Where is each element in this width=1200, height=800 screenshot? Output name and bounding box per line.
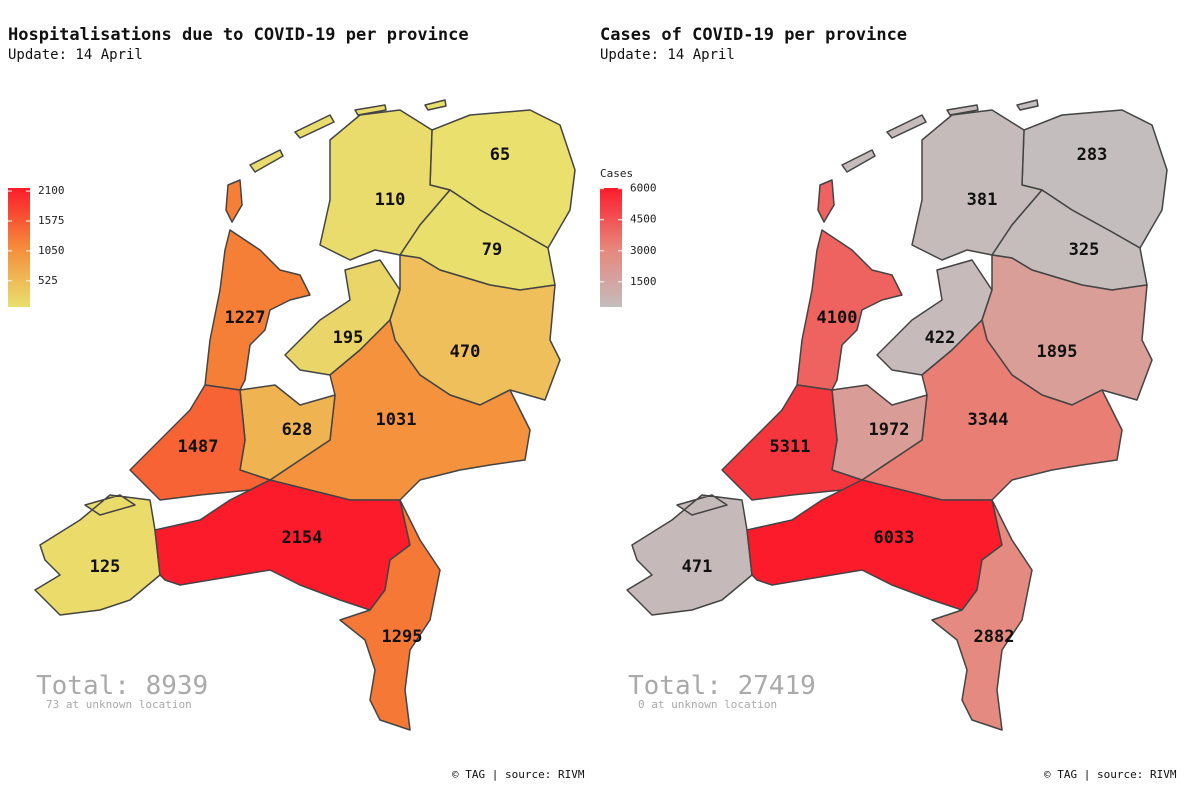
subtitle: Update: 14 April [600,47,735,63]
province-value: 1895 [1037,342,1078,362]
province-value: 1487 [178,437,219,457]
total: Total: 27419 [628,671,816,701]
color-bar [600,188,622,307]
legend-tick-label: 525 [38,274,58,287]
legend-tick-label: 2100 [38,184,65,197]
province [931,499,1033,731]
province-value: 4100 [817,308,858,328]
province-value: 5311 [770,437,811,457]
province-value: 1295 [382,627,423,647]
province-value: 325 [1069,240,1100,260]
title: Cases of COVID-19 per province [600,25,907,45]
footer: © TAG | source: RIVM [452,768,585,781]
province-value: 1227 [225,308,266,328]
province-value: 6033 [874,528,915,548]
legend-tick-label: 1575 [38,214,65,227]
province-value: 2882 [974,627,1015,647]
province [339,499,441,731]
legend-tick-label: 6000 [630,182,657,195]
legend-tick-label: 1050 [38,244,65,257]
province-value: 2154 [282,528,323,548]
map-panel: Cases of COVID-19 per province Update: 14… [600,25,1177,781]
province-value: 3344 [968,410,1009,430]
province [796,179,903,391]
province [129,384,271,501]
province-value: 1031 [376,410,417,430]
footer: © TAG | source: RIVM [1044,768,1177,781]
subtitle: Update: 14 April [8,47,143,63]
province-value: 628 [282,420,313,440]
province-value: 470 [450,342,481,362]
province [34,494,161,616]
province-value: 471 [682,557,713,577]
title: Hospitalisations due to COVID-19 per pro… [8,25,469,45]
province-value: 283 [1077,145,1108,165]
province-value: 381 [967,190,998,210]
province-value: 79 [482,240,502,260]
province-value: 1972 [869,420,910,440]
unknown-note: 0 at unknown location [638,698,777,711]
province [721,384,863,501]
province-value: 65 [490,145,510,165]
province [204,179,311,391]
total: Total: 8939 [36,671,208,701]
color-bar [8,188,30,307]
legend-tick-label: 3000 [630,244,657,257]
legend-title: Cases [600,167,633,180]
province-value: 110 [375,190,406,210]
province-value: 125 [90,557,121,577]
legend-tick-label: 1500 [630,275,657,288]
province [626,494,753,616]
map-panel: Hospitalisations due to COVID-19 per pro… [8,25,585,781]
province-value: 422 [925,328,956,348]
legend-tick-label: 4500 [630,213,657,226]
province-value: 195 [333,328,364,348]
unknown-note: 73 at unknown location [46,698,192,711]
